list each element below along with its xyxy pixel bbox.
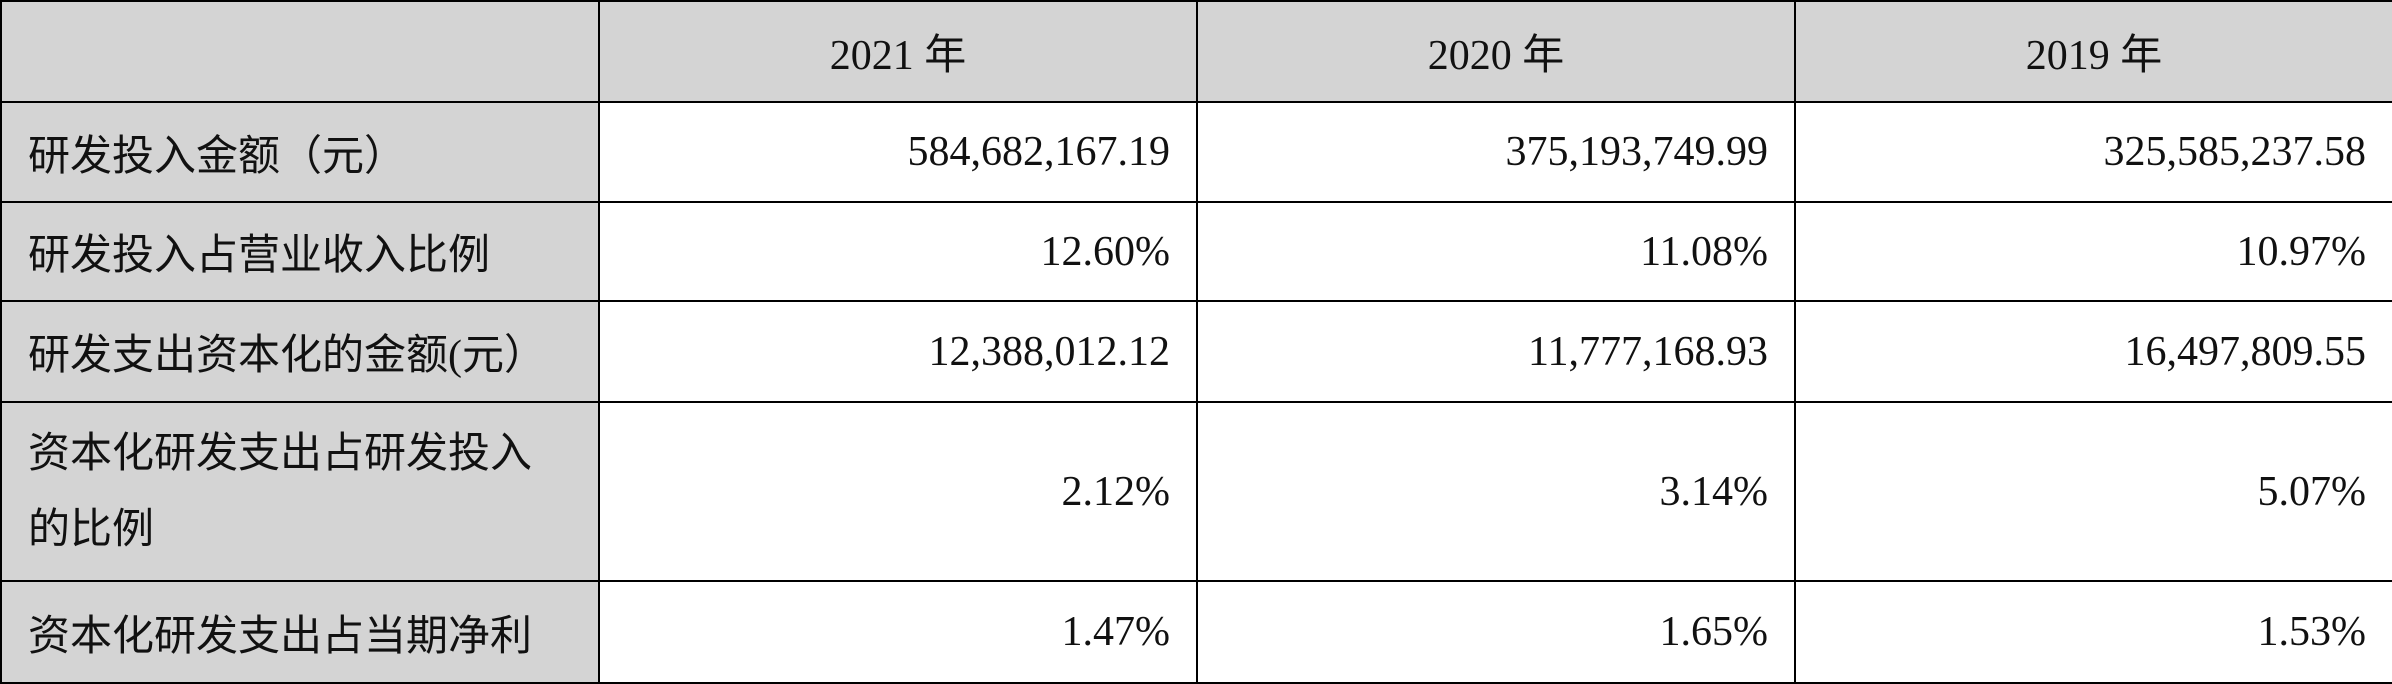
- value-cell: 1.53%: [1794, 580, 2392, 684]
- value-cell: 1.47%: [598, 580, 1198, 684]
- value-cell: 2.12%: [598, 401, 1198, 582]
- row-label: 研发投入占营业收入比例: [0, 201, 600, 302]
- value-cell: 10.97%: [1794, 201, 2392, 302]
- value-cell: 1.65%: [1196, 580, 1796, 684]
- row-label-text: 研发投入占营业收入比例: [28, 233, 491, 279]
- table-row: 资本化研发支出占当期净利 1.47% 1.65% 1.53%: [0, 580, 2392, 684]
- value-cell: 5.07%: [1794, 401, 2392, 582]
- value-cell: 12.60%: [598, 201, 1198, 302]
- column-header: 2019 年: [1794, 0, 2392, 103]
- value-cell: 16,497,809.55: [1794, 300, 2392, 403]
- table-row: 资本化研发支出占研发投入的比例 2.12% 3.14% 5.07%: [0, 401, 2392, 582]
- row-label: 研发投入金额（元）: [0, 101, 600, 203]
- column-header: [0, 0, 600, 103]
- header-row: 2021 年 2020 年 2019 年: [0, 0, 2392, 103]
- row-label-text: 资本化研发支出占当期净利: [28, 613, 533, 660]
- row-label-text: 资本化研发支出占研发投入的比例: [28, 430, 533, 553]
- value-cell: 11,777,168.93: [1196, 300, 1796, 403]
- table-row: 研发投入占营业收入比例 12.60% 11.08% 10.97%: [0, 201, 2392, 302]
- column-header: 2020 年: [1196, 0, 1796, 103]
- table-row: 研发支出资本化的金额(元） 12,388,012.12 11,777,168.93 1…: [0, 300, 2392, 403]
- value-cell: 3.14%: [1196, 401, 1796, 582]
- row-label: 资本化研发支出占研发投入的比例: [0, 401, 600, 582]
- value-cell: 584,682,167.19: [598, 101, 1198, 203]
- value-cell: 11.08%: [1196, 201, 1796, 302]
- row-label: 研发支出资本化的金额(元）: [0, 300, 600, 403]
- row-label: 资本化研发支出占当期净利: [0, 580, 600, 684]
- row-label-text: 研发支出资本化的金额(元）: [28, 333, 546, 379]
- row-label-text: 研发投入金额（元）: [28, 133, 407, 180]
- value-cell: 325,585,237.58: [1794, 101, 2392, 203]
- table-row: 研发投入金额（元） 584,682,167.19 375,193,749.99 325…: [0, 101, 2392, 203]
- value-cell: 375,193,749.99: [1196, 101, 1796, 203]
- value-cell: 12,388,012.12: [598, 300, 1198, 403]
- column-header: 2021 年: [598, 0, 1198, 103]
